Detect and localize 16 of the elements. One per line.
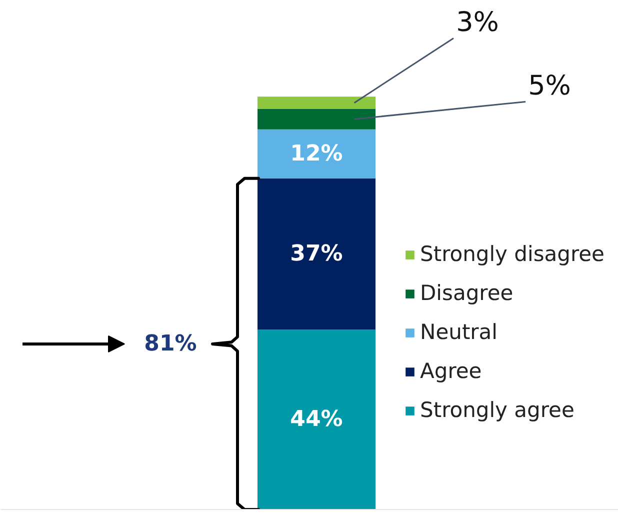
legend-label: Strongly disagree (420, 242, 604, 266)
data-label: 44% (290, 407, 343, 432)
legend-label: Strongly agree (420, 398, 574, 422)
bar (258, 330, 376, 510)
legend-label: Neutral (420, 320, 498, 344)
legend-label: Disagree (420, 281, 514, 305)
text: 81% (144, 331, 197, 356)
data-label: 12% (290, 141, 343, 166)
bar (258, 129, 376, 178)
legend-label: Agree (420, 359, 482, 383)
bar (258, 108, 376, 130)
data-label: 37% (290, 242, 343, 267)
bar (258, 96, 376, 109)
bar (258, 178, 376, 330)
data-label: 3% (456, 6, 499, 38)
data-label: 5% (528, 70, 571, 102)
